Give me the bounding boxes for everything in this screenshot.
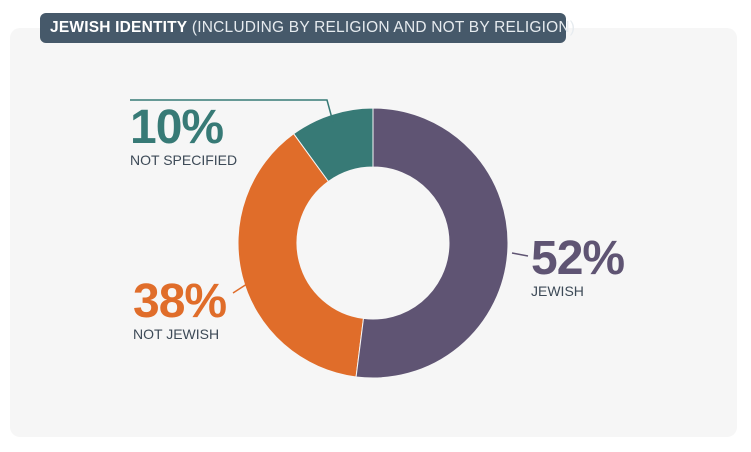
leader-line-jewish	[511, 252, 529, 257]
slice-value: 38%	[133, 275, 227, 328]
title-main: JEWISH IDENTITY	[50, 19, 188, 36]
donut-slice-jewish	[355, 107, 509, 379]
title-sub: (INCLUDING BY RELIGION AND NOT BY RELIGI…	[191, 19, 576, 36]
slice-label: NOT SPECIFIED	[130, 152, 238, 168]
leader-line-not-specified	[130, 99, 334, 123]
label-not-jewish: 38% NOT JEWISH	[133, 275, 227, 343]
slice-label: NOT JEWISH	[133, 326, 220, 342]
leader-line-not-jewish	[232, 281, 251, 294]
slice-value: 52%	[531, 232, 625, 285]
slice-value: 10%	[130, 101, 224, 154]
donut-slice-not-jewish	[237, 133, 365, 378]
label-jewish: 52% JEWISH	[531, 232, 625, 300]
chart-title: JEWISH IDENTITY (INCLUDING BY RELIGION A…	[40, 13, 575, 43]
slice-label: JEWISH	[531, 283, 584, 299]
label-not-specified: 10% NOT SPECIFIED	[130, 101, 238, 169]
